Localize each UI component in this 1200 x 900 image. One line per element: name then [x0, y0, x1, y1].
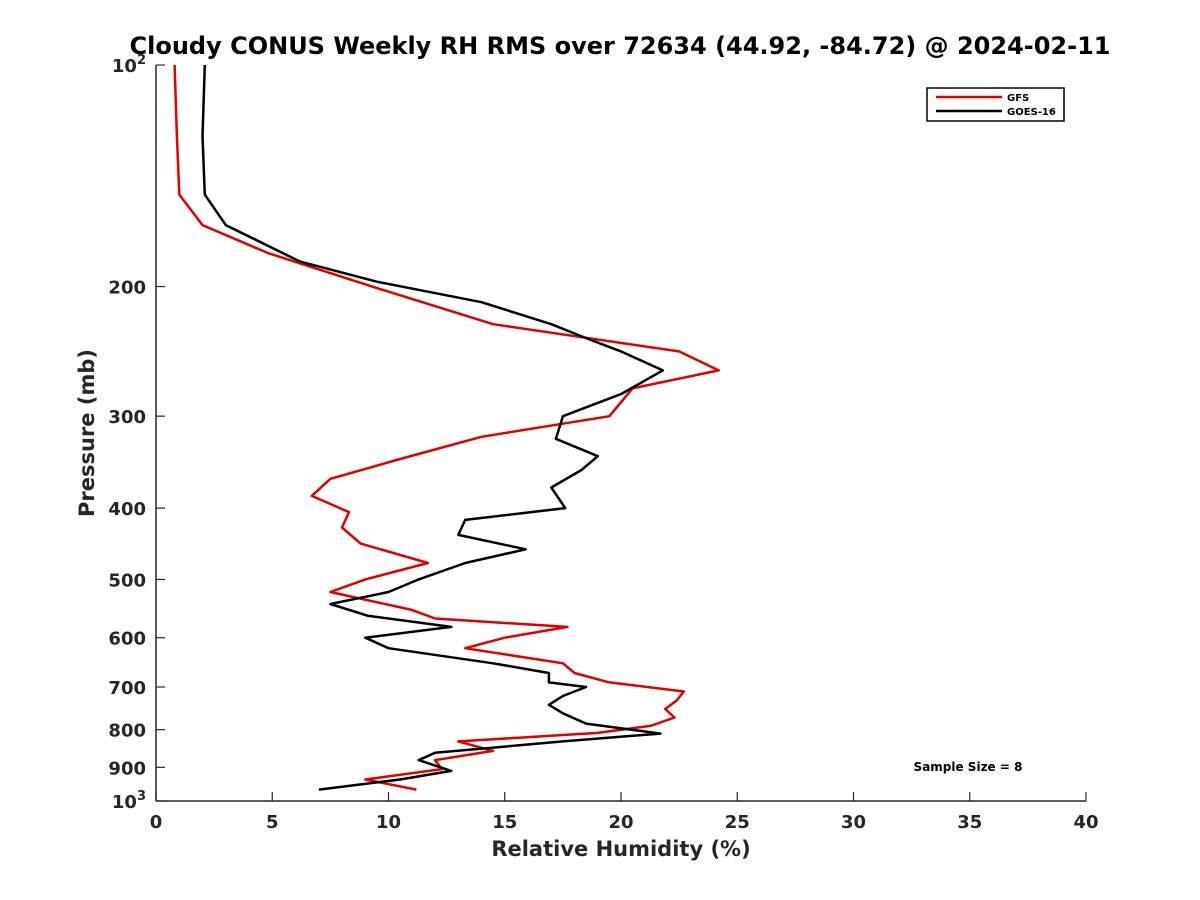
- x-tick-label: 40: [1073, 812, 1098, 833]
- y-tick-label: 700: [108, 678, 146, 699]
- y-ticks: 102 200 300 400 500 600 700 800 900 103: [108, 53, 165, 813]
- plot-area: 0 5 10 15 20 25 30 35 40 102 200 300 400 500 600 700 80…: [108, 53, 1098, 833]
- y-tick-label: 102: [112, 53, 146, 77]
- sample-size-annotation: Sample Size = 8: [914, 760, 1023, 774]
- y-tick-label: 900: [108, 758, 146, 779]
- series-line-gfs: [173, 64, 720, 791]
- x-tick-label: 20: [608, 812, 633, 833]
- legend: GFS GOES-16: [926, 87, 1065, 122]
- x-ticks: 0 5 10 15 20 25 30 35 40: [150, 792, 1099, 833]
- y-tick-label: 300: [108, 407, 146, 428]
- x-tick-label: 5: [266, 812, 279, 833]
- x-tick-label: 35: [957, 812, 982, 833]
- y-tick-label: 400: [108, 499, 146, 520]
- y-axis-label: Pressure (mb): [75, 349, 99, 517]
- legend-label-goes-16: GOES-16: [1007, 107, 1056, 118]
- y-tick-label: 800: [108, 721, 146, 742]
- x-tick-label: 15: [492, 812, 517, 833]
- y-tick-label: 600: [108, 629, 146, 650]
- legend-label-gfs: GFS: [1007, 93, 1029, 104]
- y-tick-label: 500: [108, 570, 146, 591]
- x-tick-label: 0: [150, 812, 163, 833]
- legend-box: [926, 87, 1065, 122]
- x-axis-label: Relative Humidity (%): [491, 837, 750, 861]
- series-line-goes-16: [201, 64, 665, 791]
- y-tick-label: 103: [112, 789, 146, 813]
- series-group: [173, 64, 720, 791]
- x-tick-label: 10: [376, 812, 401, 833]
- chart-title: Cloudy CONUS Weekly RH RMS over 72634 (4…: [130, 32, 1111, 60]
- y-tick-label: 200: [108, 278, 146, 299]
- x-tick-label: 30: [841, 812, 866, 833]
- x-tick-label: 25: [725, 812, 750, 833]
